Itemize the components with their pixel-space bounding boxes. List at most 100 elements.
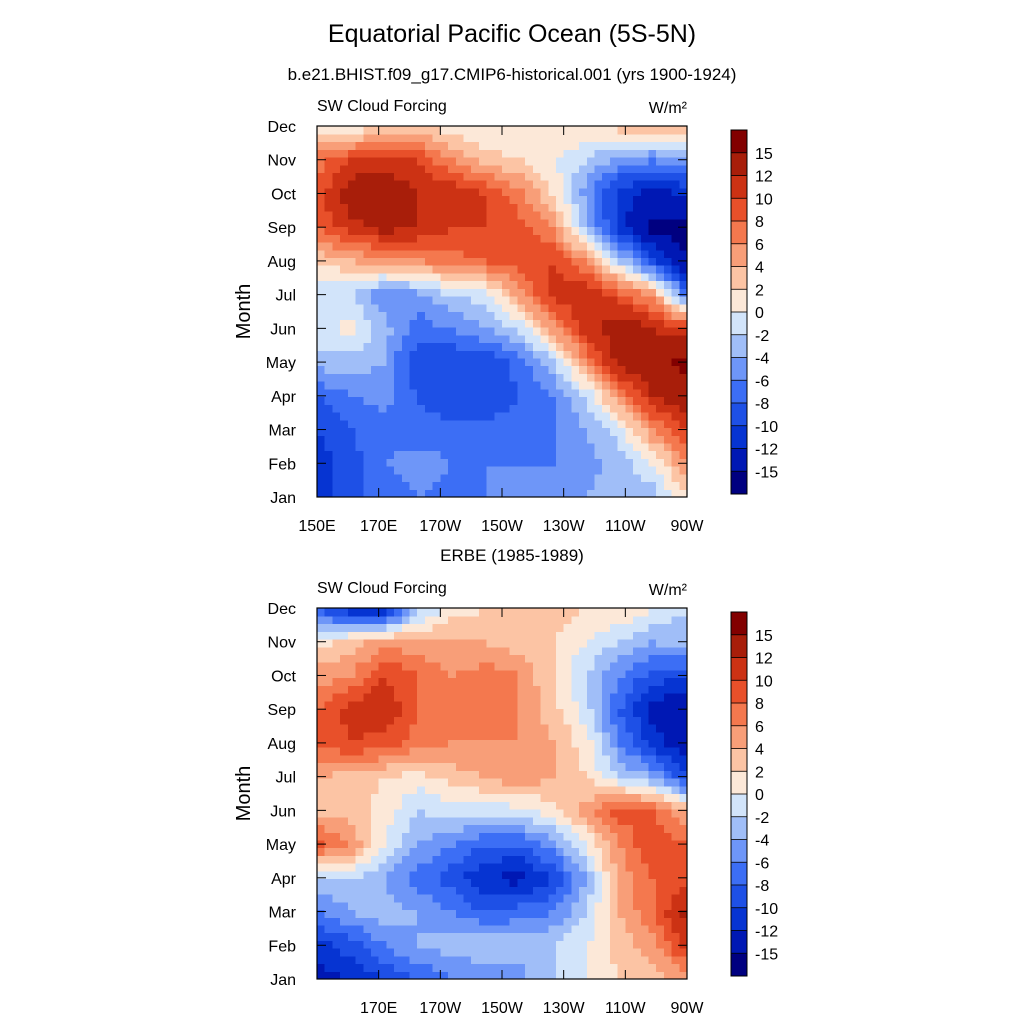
heatmap-cell bbox=[394, 411, 403, 421]
heatmap-cell bbox=[324, 156, 334, 166]
heatmap-cell bbox=[417, 932, 426, 941]
heatmap-cell bbox=[448, 458, 457, 467]
heatmap-cell bbox=[509, 288, 519, 297]
heatmap-cell bbox=[625, 623, 634, 632]
figure-title: Equatorial Pacific Ocean (5S-5N) bbox=[327, 20, 697, 48]
heatmap-cell bbox=[378, 203, 387, 212]
heatmap-cell bbox=[633, 747, 642, 756]
heatmap-cell bbox=[640, 396, 650, 405]
heatmap-cell bbox=[532, 731, 542, 740]
heatmap-cell bbox=[679, 419, 688, 429]
heatmap-cell bbox=[579, 311, 588, 320]
heatmap-cell bbox=[640, 350, 650, 359]
panel-1: JanFebMarAprMayJunJulAugSepOctNovDec150E… bbox=[233, 98, 778, 535]
heatmap-cell bbox=[363, 211, 372, 220]
heatmap-cell bbox=[525, 149, 534, 158]
colorbar-swatch bbox=[731, 862, 747, 886]
heatmap-cell bbox=[455, 473, 465, 483]
heatmap-cell bbox=[332, 723, 341, 733]
heatmap-cell bbox=[478, 226, 488, 235]
heatmap-cell bbox=[347, 623, 357, 632]
heatmap-cell bbox=[525, 203, 534, 212]
heatmap-cell bbox=[679, 662, 688, 671]
heatmap-cell bbox=[602, 442, 611, 452]
heatmap-cell bbox=[347, 669, 357, 679]
heatmap-cell bbox=[609, 149, 619, 158]
heatmap-cell bbox=[502, 716, 511, 725]
heatmap-cell bbox=[502, 739, 511, 748]
heatmap-cell bbox=[517, 435, 526, 444]
heatmap-cell bbox=[594, 133, 603, 143]
heatmap-cell bbox=[602, 126, 611, 135]
heatmap-cell bbox=[656, 388, 665, 398]
heatmap-cell bbox=[355, 141, 364, 150]
heatmap-cell bbox=[609, 473, 619, 483]
heatmap-cell bbox=[440, 886, 449, 895]
heatmap-cell bbox=[563, 785, 572, 795]
heatmap-cell bbox=[463, 442, 472, 452]
heatmap-cell bbox=[586, 955, 596, 965]
heatmap-cell bbox=[640, 677, 650, 686]
heatmap-cell bbox=[332, 411, 341, 421]
heatmap-cell bbox=[517, 816, 526, 826]
heatmap-cell bbox=[594, 739, 603, 748]
heatmap-cell bbox=[455, 334, 465, 344]
heatmap-cell bbox=[440, 793, 449, 802]
heatmap-cell bbox=[332, 615, 341, 625]
heatmap-cell bbox=[656, 195, 665, 204]
heatmap-cell bbox=[532, 342, 542, 351]
heatmap-cell bbox=[625, 342, 634, 351]
heatmap-cell bbox=[640, 808, 650, 818]
heatmap-cell bbox=[633, 489, 642, 498]
heatmap-cell bbox=[548, 971, 557, 980]
heatmap-cell bbox=[486, 739, 495, 748]
heatmap-cell bbox=[409, 731, 418, 740]
heatmap-cell bbox=[401, 723, 411, 733]
heatmap-cell bbox=[317, 473, 326, 483]
heatmap-cell bbox=[648, 762, 657, 771]
heatmap-cell bbox=[432, 357, 441, 367]
heatmap-cell bbox=[656, 638, 665, 648]
heatmap-cell bbox=[340, 770, 349, 779]
colorbar-swatch bbox=[731, 771, 747, 795]
heatmap-cell bbox=[317, 924, 326, 934]
heatmap-cell bbox=[471, 723, 480, 733]
heatmap-cell bbox=[394, 638, 403, 648]
heatmap-cell bbox=[640, 638, 650, 648]
heatmap-cell bbox=[463, 754, 472, 764]
heatmap-cell bbox=[555, 654, 565, 663]
heatmap-cell bbox=[671, 955, 680, 965]
heatmap-cell bbox=[417, 365, 426, 374]
heatmap-cell bbox=[494, 615, 503, 625]
heatmap-cell bbox=[517, 971, 526, 980]
heatmap-cell bbox=[432, 381, 441, 390]
heatmap-cell bbox=[394, 303, 403, 313]
colorbar-label: 8 bbox=[755, 696, 764, 713]
heatmap-cell bbox=[409, 708, 418, 717]
heatmap-cell bbox=[617, 141, 626, 150]
heatmap-cell bbox=[656, 847, 665, 856]
heatmap-cell bbox=[525, 801, 534, 810]
heatmap-cell bbox=[540, 839, 549, 849]
heatmap-cell bbox=[602, 311, 611, 320]
heatmap-cell bbox=[586, 133, 596, 143]
heatmap-cell bbox=[540, 847, 549, 856]
heatmap-cell bbox=[663, 870, 673, 880]
heatmap-cell bbox=[548, 388, 557, 398]
y-tick-label: Jan bbox=[270, 972, 296, 989]
heatmap-cell bbox=[317, 731, 326, 740]
heatmap-cell bbox=[648, 731, 657, 740]
heatmap-cell bbox=[502, 149, 511, 158]
heatmap-cell bbox=[332, 427, 341, 436]
heatmap-cell bbox=[394, 442, 403, 452]
heatmap-cell bbox=[617, 716, 626, 725]
heatmap-cell bbox=[579, 801, 588, 810]
heatmap-cell bbox=[671, 654, 680, 663]
heatmap-cell bbox=[594, 924, 603, 934]
heatmap-cell bbox=[602, 924, 611, 934]
heatmap-cell bbox=[417, 615, 426, 625]
heatmap-cell bbox=[440, 411, 449, 421]
heatmap-cell bbox=[679, 855, 688, 864]
heatmap-cell bbox=[324, 241, 334, 251]
heatmap-cell bbox=[525, 608, 534, 617]
